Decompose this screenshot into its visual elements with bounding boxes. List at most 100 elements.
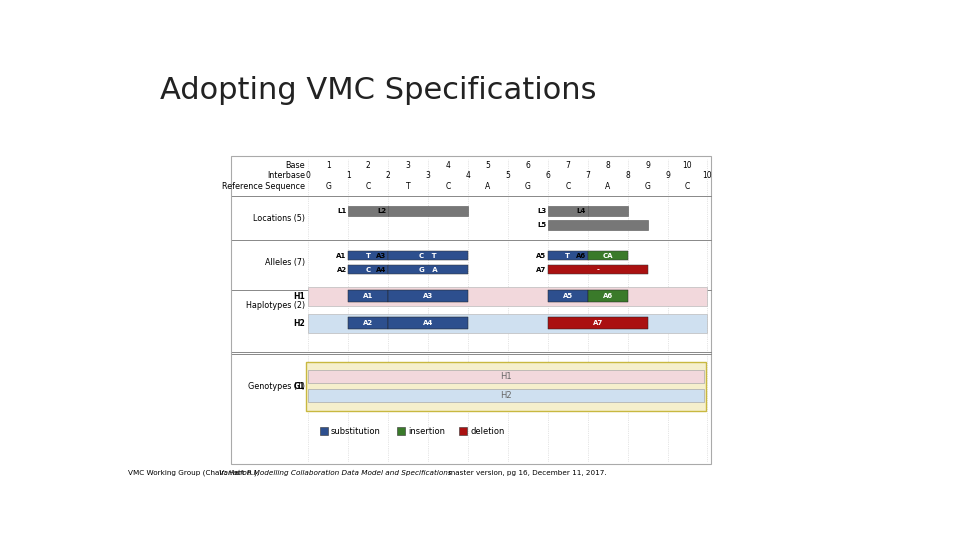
Text: 10: 10 xyxy=(683,161,692,170)
Text: A1: A1 xyxy=(363,293,373,299)
Text: Variation Modelling Collaboration Data Model and Specifications: Variation Modelling Collaboration Data M… xyxy=(219,470,452,476)
Text: A5: A5 xyxy=(536,253,546,259)
Bar xyxy=(348,251,388,260)
Bar xyxy=(588,251,628,260)
Text: A: A xyxy=(605,182,611,191)
Bar xyxy=(548,265,648,274)
Text: A1: A1 xyxy=(336,253,347,259)
Text: 6: 6 xyxy=(525,161,530,170)
Text: A2: A2 xyxy=(337,267,347,273)
Text: Locations (5): Locations (5) xyxy=(253,213,305,222)
Text: H2: H2 xyxy=(500,391,512,400)
Bar xyxy=(388,290,468,302)
Bar xyxy=(388,317,468,329)
Text: T: T xyxy=(366,253,371,259)
Text: substitution: substitution xyxy=(331,427,381,436)
Bar xyxy=(588,290,628,302)
Text: 7: 7 xyxy=(586,171,590,180)
Text: A6: A6 xyxy=(576,253,587,259)
Text: A6: A6 xyxy=(603,293,612,299)
Text: 1: 1 xyxy=(325,161,330,170)
Text: A3: A3 xyxy=(376,253,387,259)
Text: 2: 2 xyxy=(386,171,391,180)
Text: 7: 7 xyxy=(565,161,570,170)
Text: Genotypes (1): Genotypes (1) xyxy=(249,382,305,391)
Bar xyxy=(348,206,388,216)
Bar xyxy=(308,370,704,383)
Text: G: G xyxy=(325,182,331,191)
Text: 8: 8 xyxy=(606,161,610,170)
Text: 10: 10 xyxy=(703,171,712,180)
Bar xyxy=(548,206,588,216)
Text: G1: G1 xyxy=(294,382,305,391)
Text: H2: H2 xyxy=(294,319,305,328)
Bar xyxy=(388,206,468,216)
Text: Alleles (7): Alleles (7) xyxy=(265,258,305,267)
Text: Reference Sequence: Reference Sequence xyxy=(222,182,305,191)
Text: G: G xyxy=(645,182,651,191)
Text: 9: 9 xyxy=(665,171,670,180)
Text: T: T xyxy=(565,253,570,259)
Text: insertion: insertion xyxy=(408,427,445,436)
Bar xyxy=(460,428,468,435)
Text: C: C xyxy=(366,267,371,273)
Text: master version, pg 16, December 11, 2017.: master version, pg 16, December 11, 2017… xyxy=(445,470,606,476)
Bar xyxy=(548,317,648,329)
Bar xyxy=(308,389,704,402)
Bar xyxy=(548,251,588,260)
Text: L1: L1 xyxy=(337,208,347,214)
Text: 5: 5 xyxy=(486,161,491,170)
Text: C   T: C T xyxy=(420,253,437,259)
Text: 0: 0 xyxy=(306,171,311,180)
Text: C: C xyxy=(565,182,570,191)
Text: C: C xyxy=(366,182,371,191)
Text: 1: 1 xyxy=(346,171,350,180)
Text: -: - xyxy=(596,267,599,273)
Text: G   A: G A xyxy=(419,267,438,273)
Bar xyxy=(388,265,468,274)
Bar xyxy=(588,206,628,216)
Text: H1: H1 xyxy=(294,292,305,301)
Text: deletion: deletion xyxy=(470,427,505,436)
Text: 3: 3 xyxy=(406,161,411,170)
Text: 2: 2 xyxy=(366,161,371,170)
Text: A: A xyxy=(486,182,491,191)
Text: L5: L5 xyxy=(538,222,546,228)
Text: CA: CA xyxy=(603,253,612,259)
Bar xyxy=(348,317,388,329)
Bar xyxy=(548,220,648,230)
Text: G: G xyxy=(525,182,531,191)
Text: 8: 8 xyxy=(625,171,630,180)
Text: 6: 6 xyxy=(545,171,550,180)
Bar xyxy=(348,290,388,302)
Bar xyxy=(308,287,708,306)
Text: 4: 4 xyxy=(466,171,470,180)
Text: T: T xyxy=(406,182,411,191)
Text: A4: A4 xyxy=(422,320,433,326)
Text: L2: L2 xyxy=(377,208,387,214)
Bar xyxy=(548,290,588,302)
Bar xyxy=(308,314,708,333)
Text: L3: L3 xyxy=(537,208,546,214)
Text: A3: A3 xyxy=(423,293,433,299)
Text: 3: 3 xyxy=(425,171,430,180)
Text: 5: 5 xyxy=(506,171,511,180)
Bar xyxy=(397,428,405,435)
Text: L4: L4 xyxy=(577,208,587,214)
Text: VMC Working Group (Chair: Hart R.),: VMC Working Group (Chair: Hart R.), xyxy=(128,469,261,476)
Text: C: C xyxy=(684,182,690,191)
Text: H1: H1 xyxy=(500,372,512,381)
Bar xyxy=(388,251,468,260)
Bar xyxy=(306,362,706,411)
Text: A5: A5 xyxy=(563,293,573,299)
Text: A7: A7 xyxy=(592,320,603,326)
Bar xyxy=(320,428,327,435)
Text: A2: A2 xyxy=(363,320,373,326)
Text: A7: A7 xyxy=(536,267,546,273)
Text: Haplotypes (2): Haplotypes (2) xyxy=(246,301,305,309)
Bar xyxy=(230,156,711,464)
Text: 4: 4 xyxy=(445,161,450,170)
Text: A4: A4 xyxy=(376,267,387,273)
Text: Adopting VMC Specifications: Adopting VMC Specifications xyxy=(160,76,597,105)
Text: Base: Base xyxy=(286,161,305,170)
